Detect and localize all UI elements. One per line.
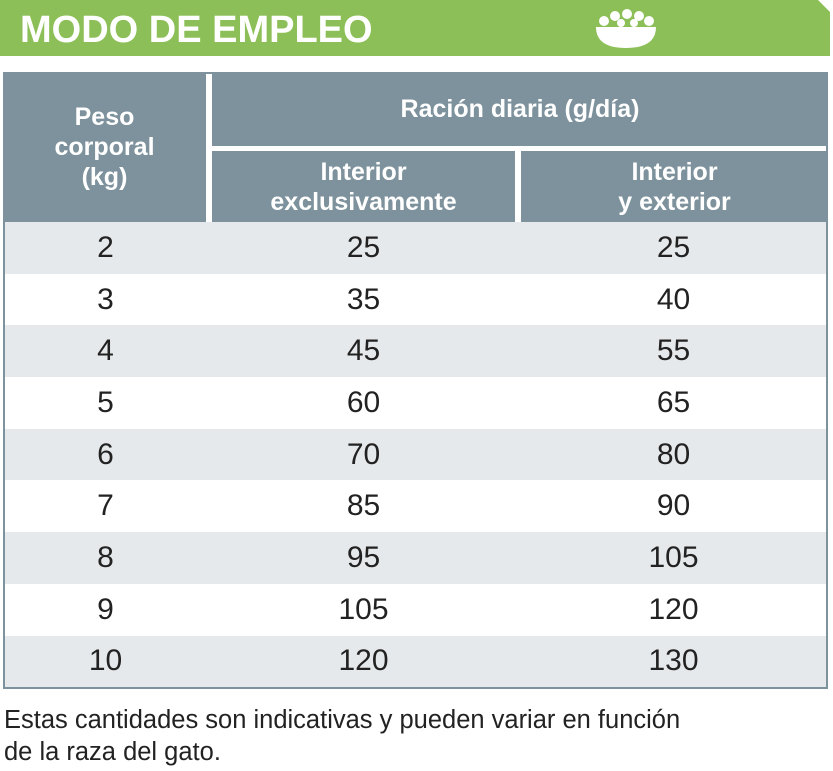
cell: 40 [656,282,691,316]
row-bg [5,428,826,481]
col-header: Interior y exterior [521,151,828,222]
row-bg [5,325,826,378]
cell: 9 [97,592,114,626]
cell: 95 [346,541,381,575]
cell: 80 [656,437,691,471]
cell: 8 [97,541,114,575]
cell: 45 [346,334,381,368]
row-bg [5,583,826,636]
cell: 55 [656,334,691,368]
group-header: Ración diaria (g/día) [212,72,828,146]
cell: 105 [648,541,699,575]
cell: 65 [656,385,691,419]
cell: 7 [97,489,114,523]
cell: 4 [97,334,114,368]
cell: 85 [346,489,381,523]
cell: 105 [338,592,389,626]
row-bg [5,273,826,326]
col-header: Peso corporal (kg) [3,72,206,222]
cell: 120 [338,644,389,678]
banner: MODO DE EMPLEO [0,0,830,56]
cell: 10 [88,644,123,678]
footnote: Estas cantidades son indicativas y puede… [4,706,681,766]
cell: 70 [346,437,381,471]
cell: 5 [97,385,114,419]
cell: 120 [648,592,699,626]
row-bg [5,480,826,533]
title: MODO DE EMPLEO [20,9,373,51]
cell: 25 [656,230,691,264]
row-bg [5,532,826,584]
col-header: Interior exclusivamente [212,151,515,222]
row-bg [5,635,826,688]
cell: 130 [648,644,699,678]
row-bg [5,377,826,429]
cell: 6 [97,437,114,471]
cell: 90 [656,489,691,523]
cell: 60 [346,385,381,419]
cell: 25 [346,230,381,264]
cell: 35 [346,282,381,316]
row-bg [5,222,826,274]
cell: 3 [97,282,114,316]
cell: 2 [97,230,114,264]
